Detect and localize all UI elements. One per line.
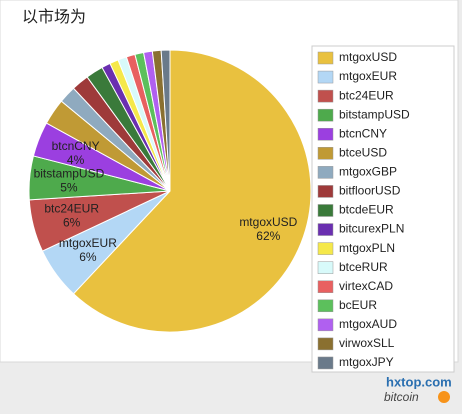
legend-swatch [317, 185, 334, 198]
legend-swatch [317, 204, 334, 217]
legend-swatch [317, 299, 334, 313]
legend-label: virwoxSLL [339, 336, 395, 350]
legend-label: bitstampUSD [339, 107, 410, 121]
legend-label: bitfloorUSD [339, 184, 401, 198]
slice-value-label: 62% [256, 229, 280, 243]
slice-label: btcnCNY [52, 139, 100, 153]
legend-label: bcEUR [339, 298, 377, 312]
slice-label: mtgoxUSD [239, 215, 297, 229]
watermark-brand: bitcoin [384, 390, 419, 404]
legend-swatch [317, 318, 334, 332]
slice-label: mtgoxEUR [59, 236, 117, 250]
legend-label: mtgoxJPY [339, 355, 394, 369]
legend-label: bitcurexPLN [339, 222, 404, 236]
slice-value-label: 6% [63, 215, 81, 229]
legend-swatch [317, 108, 334, 122]
legend-box [311, 45, 455, 373]
legend-swatch [317, 356, 334, 370]
legend-label: mtgoxPLN [339, 241, 395, 255]
chart-title: 以市场为 [22, 8, 86, 26]
legend-label: mtgoxEUR [339, 69, 397, 83]
legend-swatch [317, 337, 334, 351]
slice-value-label: 4% [67, 153, 85, 167]
legend-swatch [317, 242, 334, 255]
legend-label: btceRUR [339, 260, 388, 274]
legend-swatch [317, 70, 334, 84]
legend-label: btc24EUR [339, 88, 394, 102]
legend-swatch [317, 127, 334, 141]
legend-label: btcdeEUR [339, 203, 394, 217]
legend-swatch [317, 51, 334, 65]
legend-swatch [317, 261, 334, 274]
legend-swatch [317, 147, 334, 160]
slice-label: bitstampUSD [34, 167, 105, 181]
slice-value-label: 5% [60, 181, 78, 195]
pie-slice [160, 49, 171, 192]
legend-label: btcnCNY [339, 126, 387, 140]
legend-label: btceUSD [339, 145, 387, 159]
watermark-icon [438, 391, 450, 403]
slice-label: btc24EUR [44, 201, 99, 215]
legend-swatch [317, 89, 334, 103]
watermark-site: hxtop.com [386, 374, 452, 389]
legend-label: mtgoxGBP [339, 165, 397, 179]
legend-label: mtgoxUSD [339, 50, 397, 64]
legend-swatch [317, 280, 334, 293]
legend-swatch [317, 166, 334, 179]
slice-value-label: 6% [79, 250, 97, 264]
legend-swatch [317, 223, 334, 236]
legend-label: virtexCAD [339, 279, 393, 293]
pie-slice [72, 49, 312, 333]
legend-label: mtgoxAUD [339, 317, 397, 331]
